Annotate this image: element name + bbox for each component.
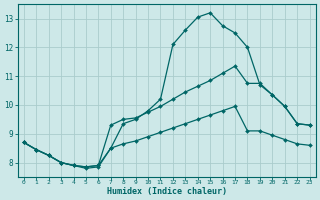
X-axis label: Humidex (Indice chaleur): Humidex (Indice chaleur): [107, 187, 227, 196]
